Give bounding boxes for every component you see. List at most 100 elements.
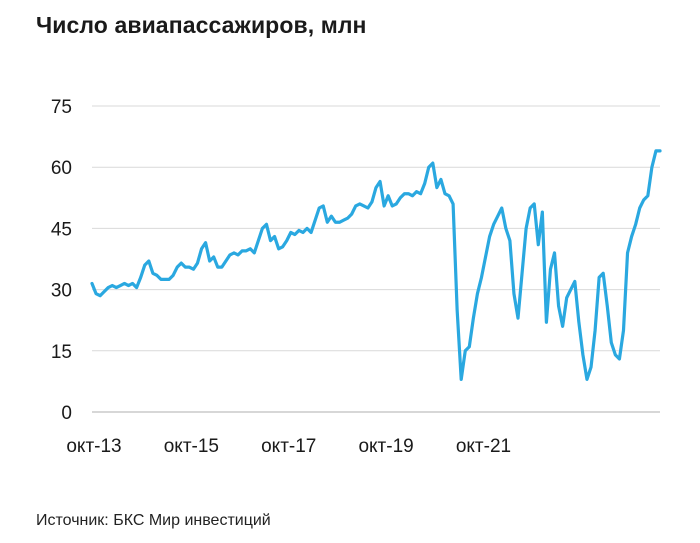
data-point [285,239,288,242]
data-point [650,166,654,169]
data-point [224,259,228,263]
data-point [249,247,252,250]
data-point [176,265,179,269]
data-point [443,192,447,195]
data-point [435,186,439,189]
data-point [244,249,248,253]
data-point [464,349,467,352]
data-point [90,282,94,285]
data-point [362,204,366,208]
data-point [184,265,187,269]
y-tick-label: 0 [61,403,72,424]
data-point [557,304,560,308]
data-point [228,253,232,257]
data-point [378,180,382,183]
data-point [354,204,357,208]
data-point [204,241,207,244]
series-line [90,149,662,381]
data-point [167,278,171,281]
data-point [313,219,317,222]
data-point [301,231,305,234]
data-point [139,276,142,279]
data-point [180,261,183,265]
data-point [257,239,260,242]
data-point [455,308,459,312]
data-point [391,204,394,208]
data-point [577,321,581,324]
data-point [382,204,386,208]
data-point [484,255,487,259]
data-point [427,166,430,169]
y-tick-label: 75 [51,97,72,118]
data-point [581,353,585,357]
x-tick-label: окт-21 [456,436,511,457]
data-point [171,274,175,277]
data-point [269,239,272,242]
data-point [366,206,370,210]
data-point [439,178,443,181]
data-point [326,221,329,224]
data-point [516,316,520,320]
data-point [220,265,224,269]
data-point [265,223,268,226]
data-point [520,272,524,275]
data-point [553,251,556,255]
data-point [431,161,434,165]
data-point [561,325,564,328]
data-point [512,292,516,295]
data-point [496,214,499,218]
data-point [102,290,106,293]
x-tick-label: окт-13 [66,436,121,457]
data-point [240,249,244,253]
data-point [500,206,503,210]
data-point [119,284,122,287]
y-tick-label: 45 [51,219,72,240]
data-point [107,286,110,289]
data-point [658,149,662,153]
data-point [236,253,240,257]
data-point [127,284,130,287]
data-point [289,231,292,234]
data-point [196,261,199,265]
data-point [147,259,150,263]
data-point [216,265,219,269]
data-point [610,341,613,344]
data-point [630,235,633,238]
data-point [374,186,378,189]
data-point [281,245,284,248]
data-point [322,204,325,208]
y-tick-label: 30 [51,281,72,302]
data-point [545,321,548,324]
data-point [638,206,641,210]
data-point [451,202,455,206]
data-point [585,378,589,381]
data-point [646,194,650,197]
data-point [143,263,146,267]
data-point [593,329,597,332]
data-point [232,251,236,255]
data-point [549,268,552,271]
data-point [159,278,163,281]
data-point [98,294,102,297]
data-point [115,286,118,289]
data-point [200,247,203,250]
data-point [342,219,345,222]
data-point [277,247,280,250]
data-point [541,210,544,214]
data-point [318,206,321,210]
data-point [565,296,568,299]
data-point [480,276,483,279]
data-point [261,227,264,230]
data-point [419,192,422,195]
data-point [472,316,475,320]
data-point [208,259,211,263]
data-point [330,214,333,218]
data-point [370,200,374,204]
data-point [411,194,414,197]
data-point [533,202,536,206]
data-point [309,231,313,234]
data-point [415,190,418,193]
data-point [386,194,390,197]
data-point [642,198,645,202]
data-point [476,292,479,295]
